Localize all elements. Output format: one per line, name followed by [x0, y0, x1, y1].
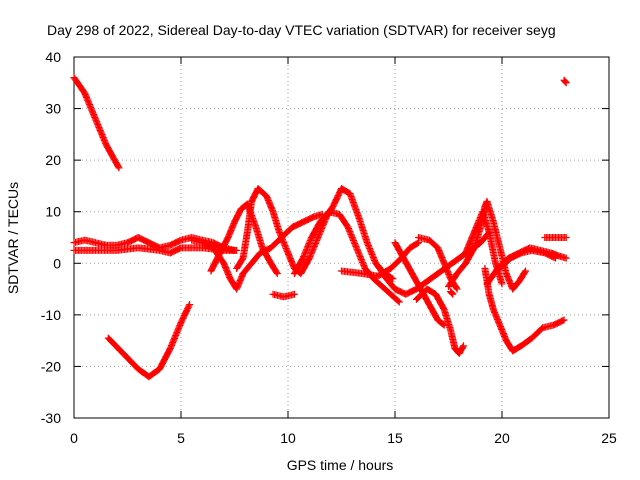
y-tick-label: 0: [53, 255, 61, 271]
y-tick-label: 20: [45, 152, 61, 168]
y-tick-label: 40: [45, 49, 61, 65]
y-tick-label: 30: [45, 101, 61, 117]
data-series-arc-15: [445, 197, 530, 293]
x-tick-label: 0: [70, 430, 78, 446]
x-tick-label: 25: [601, 430, 617, 446]
data-series-arc-12: [391, 239, 448, 329]
x-tick-label: 15: [387, 430, 403, 446]
data-series-arc-8: [269, 290, 298, 301]
plot-frame: [73, 56, 610, 419]
data-series-arc-20: [541, 234, 570, 241]
y-tick-label: -20: [41, 358, 61, 374]
x-axis-title: GPS time / hours: [287, 457, 394, 473]
x-tick-label: 10: [280, 430, 296, 446]
data-series-arc-1: [70, 74, 123, 172]
y-axis-title: SDTVAR / TECUs: [5, 182, 21, 294]
data-series-arc-21: [447, 288, 457, 298]
data-series-arc-5: [188, 210, 326, 293]
grid-lines: [74, 57, 609, 418]
data-series-arc-17: [481, 264, 568, 355]
data-series-arc-2: [104, 301, 194, 381]
y-tick-label: 10: [45, 204, 61, 220]
data-series-arc-14: [412, 285, 467, 358]
data-series-arc-22: [560, 76, 570, 87]
y-tick-label: -10: [41, 307, 61, 323]
y-tick-label: -30: [41, 410, 61, 426]
data-series-arc-7: [233, 185, 397, 283]
data-points: [70, 74, 570, 381]
data-series-arc-19: [496, 246, 559, 272]
x-tick-label: 20: [494, 430, 510, 446]
x-tick-label: 5: [177, 430, 185, 446]
y-tick-labels: -30 -20 -10 0 10 20 30 40: [41, 49, 61, 426]
chart-title: Day 298 of 2022, Sidereal Day-to-day VTE…: [47, 22, 556, 38]
axis-ticks: [73, 56, 610, 419]
x-tick-labels: 0 5 10 15 20 25: [70, 430, 617, 446]
